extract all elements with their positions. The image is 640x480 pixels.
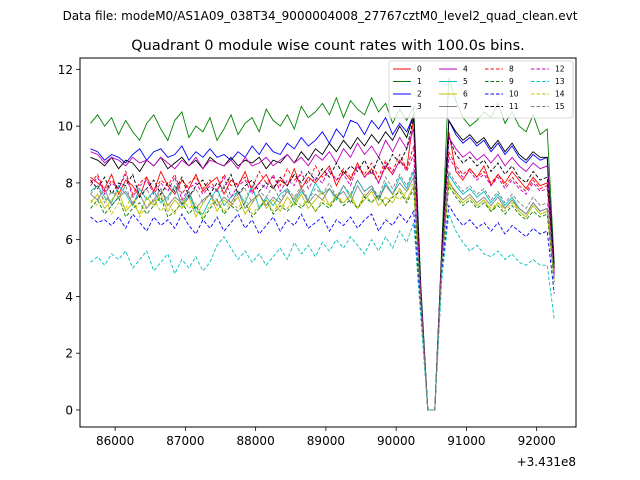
legend-label-15: 15: [555, 102, 565, 111]
series-line-4: [90, 128, 555, 411]
legend-label-13: 13: [555, 77, 565, 86]
data-file-suptitle: Data file: modeM0/AS1A09_038T34_90000040…: [63, 9, 578, 23]
legend-label-6: 6: [463, 90, 468, 99]
legend-label-8: 8: [509, 65, 514, 74]
legend-label-1: 1: [417, 77, 422, 86]
legend-label-12: 12: [555, 65, 565, 74]
chart-title: Quadrant 0 module wise count rates with …: [131, 38, 525, 54]
x-tick-label: 86000: [96, 434, 134, 448]
y-tick-label: 0: [65, 403, 73, 417]
y-tick-label: 12: [58, 63, 73, 77]
plot-area: [80, 58, 576, 427]
x-tick-label: 89000: [307, 434, 345, 448]
series-line-3: [90, 114, 555, 411]
series-line-12: [90, 154, 555, 411]
legend-label-4: 4: [463, 65, 468, 74]
x-tick-label: 92000: [518, 434, 556, 448]
legend-label-10: 10: [509, 90, 519, 99]
series-line-14: [90, 181, 555, 411]
series-line-2: [90, 114, 555, 411]
legend-label-5: 5: [463, 77, 468, 86]
y-tick-label: 10: [58, 120, 73, 134]
series-line-6: [90, 178, 555, 411]
series-line-9: [90, 184, 555, 411]
x-tick-label: 87000: [166, 434, 204, 448]
y-tick-label: 4: [65, 290, 73, 304]
x-tick-label: 88000: [237, 434, 275, 448]
x-offset-label: +3.431e8: [517, 455, 576, 469]
series-line-15: [90, 168, 555, 411]
y-axis: 0 2 4 6 8 10 12: [58, 63, 80, 417]
series-layer: [90, 77, 555, 411]
legend-label-2: 2: [417, 90, 422, 99]
series-line-10: [90, 204, 555, 411]
x-axis: 86000 87000 88000 89000 90000 91000 92000: [96, 427, 556, 448]
y-tick-label: 6: [65, 233, 73, 247]
series-line-11: [90, 117, 555, 411]
y-tick-label: 2: [65, 347, 73, 361]
legend-label-11: 11: [509, 102, 519, 111]
legend-frame: [388, 60, 574, 119]
series-line-1: [90, 77, 555, 411]
axes-frame: [79, 57, 577, 428]
legend-label-0: 0: [417, 65, 422, 74]
y-tick-label: 8: [65, 176, 73, 190]
legend-label-14: 14: [555, 90, 565, 99]
series-line-8: [90, 145, 555, 411]
legend-label-3: 3: [417, 102, 422, 111]
legend-label-9: 9: [509, 77, 514, 86]
legend-label-7: 7: [463, 102, 468, 111]
series-line-13: [90, 213, 555, 411]
x-tick-label: 91000: [447, 434, 485, 448]
x-tick-label: 90000: [377, 434, 415, 448]
